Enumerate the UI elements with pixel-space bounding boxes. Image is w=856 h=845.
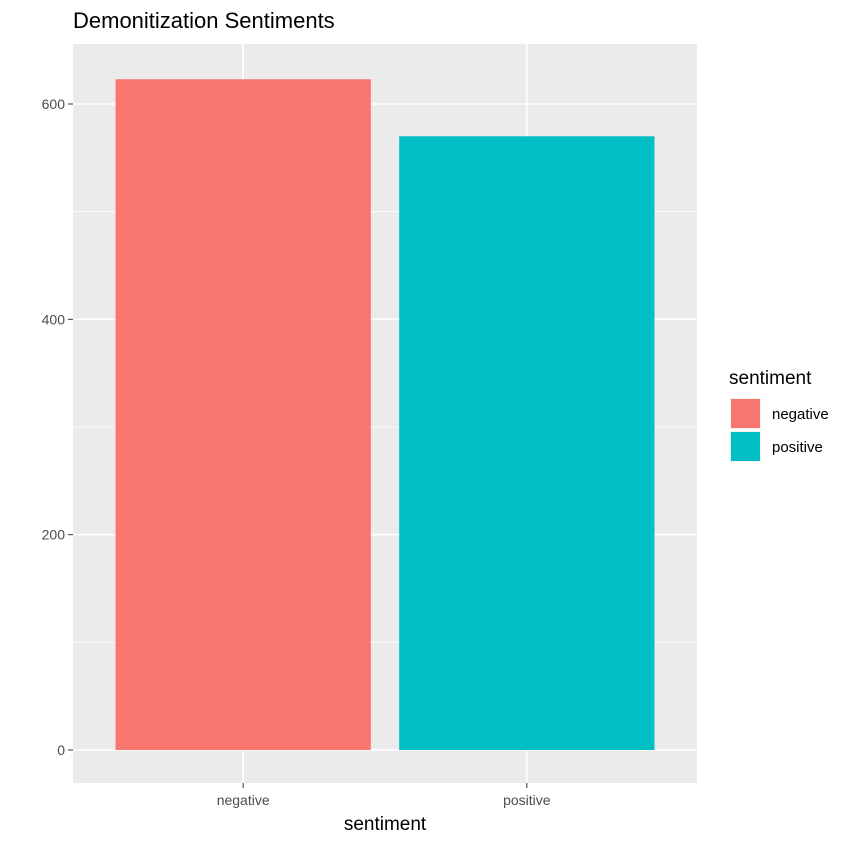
legend-key-positive	[731, 432, 760, 461]
y-tick-label: 200	[42, 527, 66, 543]
bar-negative	[115, 79, 371, 750]
legend-title: sentiment	[729, 368, 812, 389]
legend-label-negative: negative	[772, 406, 829, 423]
axes: 0 200 400 600 negative positive	[42, 96, 551, 808]
y-tick-label: 600	[42, 96, 66, 112]
y-tick-label: 0	[57, 742, 65, 758]
bar-positive	[399, 136, 655, 751]
x-tick-label: negative	[217, 792, 270, 808]
x-tick-label: positive	[503, 792, 551, 808]
legend-label-positive: positive	[772, 439, 823, 456]
x-axis-title: sentiment	[344, 814, 427, 835]
y-tick-label: 400	[42, 311, 66, 327]
bars	[115, 79, 655, 751]
legend-items: negative positive	[730, 398, 829, 462]
legend: sentiment negative positive	[729, 368, 829, 462]
legend-key-negative	[731, 399, 760, 428]
chart-title: Demonitization Sentiments	[73, 8, 335, 33]
